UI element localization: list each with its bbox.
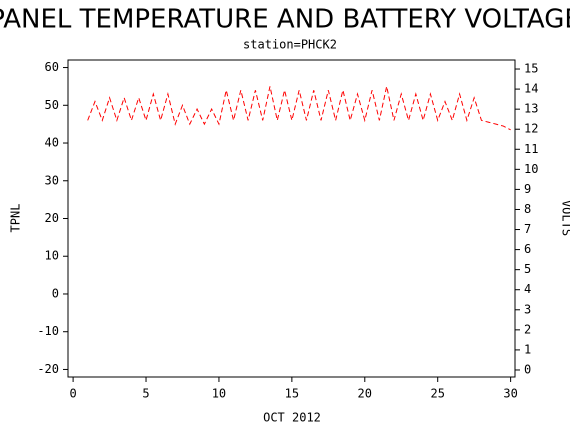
y-tick-label: 30 [45,173,59,187]
y2-tick-label: 13 [524,102,538,116]
x-axis-label: OCT 2012 [263,411,321,425]
y2-tick-label: 4 [524,282,531,296]
chart-title: PANEL TEMPERATURE AND BATTERY VOLTAGE [0,5,570,35]
y-tick-label: 60 [45,60,59,74]
y-axis-label: TPNL [9,204,23,233]
y2-tick-label: 2 [524,322,531,336]
y2-tick-label: 15 [524,62,538,76]
y-tick-label: -10 [37,324,59,338]
y2-tick-label: 12 [524,122,538,136]
data-line [87,86,511,131]
y-tick-label: 20 [45,211,59,225]
x-tick-label: 5 [142,387,149,401]
y2-tick-label: 5 [524,262,531,276]
y2-tick-label: 0 [524,362,531,376]
y2-tick-label: 8 [524,202,531,216]
y2-tick-label: 6 [524,242,531,256]
y2-tick-label: 3 [524,302,531,316]
x-tick-label: 20 [358,387,372,401]
y2-axis-label: VOLTS [560,200,570,236]
x-tick-label: 30 [503,387,517,401]
y2-tick-label: 14 [524,82,538,96]
y2-tick-label: 9 [524,182,531,196]
y2-tick-label: 10 [524,162,538,176]
y-tick-label: 50 [45,98,59,112]
y2-tick-label: 11 [524,142,538,156]
y-tick-label: 0 [52,286,59,300]
chart-subtitle: station=PHCK2 [243,38,337,52]
y-tick-label: 10 [45,249,59,263]
y-tick-label: -20 [37,362,59,376]
x-tick-label: 25 [430,387,444,401]
x-tick-label: 10 [212,387,226,401]
x-tick-label: 15 [285,387,299,401]
x-tick-label: 0 [69,387,76,401]
y2-tick-label: 1 [524,342,531,356]
y-tick-label: 40 [45,136,59,150]
y2-tick-label: 7 [524,222,531,236]
